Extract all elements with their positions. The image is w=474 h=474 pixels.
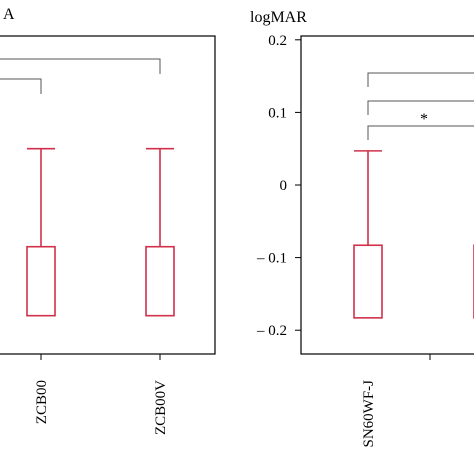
left-chart-panel: A ZCB00 ZCB00V	[0, 6, 216, 435]
significance-bracket	[367, 100, 474, 115]
x-tick-label: SN60WF-J	[361, 380, 377, 448]
x-tick-label: ZCB00	[34, 380, 50, 424]
significance-label: *	[420, 111, 428, 128]
box	[145, 245, 175, 317]
y-axis-label: logMAR	[250, 9, 307, 26]
y-tick-label: 0.2	[268, 33, 287, 49]
y-tick-label: 0	[280, 178, 288, 194]
significance-bracket	[367, 72, 474, 87]
box	[26, 245, 56, 317]
significance-bracket	[367, 125, 474, 140]
plot-frame	[300, 35, 474, 355]
significance-bracket	[0, 78, 42, 94]
plot-frame	[0, 35, 216, 355]
x-tick-label: ZCB00V	[153, 380, 169, 435]
y-tick-label: – 0.2	[256, 323, 287, 339]
axis-label-fragment: A	[3, 6, 15, 23]
right-chart-panel: logMAR 0.2 0.1 0 – 0.1 – 0.2 SN60WF-J *	[250, 9, 474, 448]
box	[353, 244, 383, 319]
y-tick-label: – 0.1	[256, 251, 287, 267]
y-tick-label: 0.1	[268, 105, 287, 121]
significance-bracket	[0, 58, 161, 74]
